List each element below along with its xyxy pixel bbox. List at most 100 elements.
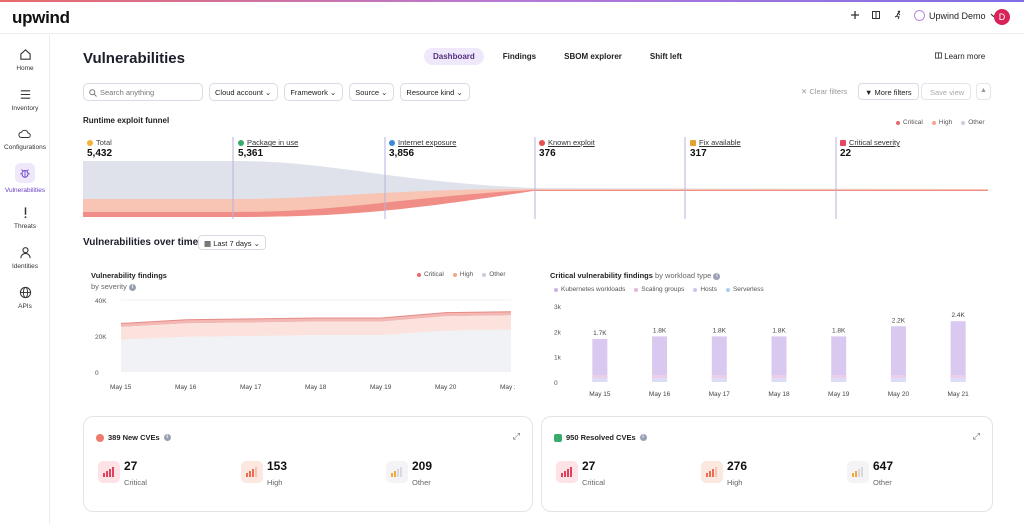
more-filters-button[interactable]: ▼ More filters (858, 83, 919, 100)
x-tick-label: May 21 (947, 391, 969, 398)
legend-other: Other (482, 271, 506, 278)
funnel-legend: Critical High Other (896, 119, 985, 126)
resolved-cves-title: 950 Resolved CVEs i (554, 433, 647, 442)
info-icon[interactable]: i (128, 283, 136, 291)
bar-hosts (592, 378, 608, 382)
user-menu[interactable]: Upwind Demo (914, 10, 997, 21)
tab-shift-left[interactable]: Shift left (649, 52, 682, 61)
time-range-select[interactable]: ▦ Last 7 days ⌄ (198, 235, 266, 250)
stage-label[interactable]: Package in use (247, 138, 299, 147)
info-icon[interactable]: i (713, 272, 721, 280)
globe-icon (389, 139, 395, 146)
x-tick-label: May 16 (649, 391, 671, 398)
bar-kubernetes (890, 326, 906, 382)
bug-icon (20, 169, 30, 178)
legend-kubernetes: Kubernetes workloads (554, 286, 625, 293)
x-tick-label: May 20 (888, 391, 910, 398)
alert-icon (24, 207, 26, 219)
x-tick-label: May 19 (828, 391, 850, 398)
critical-chart-card: Critical vulnerability findings by workl… (548, 262, 988, 400)
book-icon[interactable] (871, 10, 881, 23)
sidebar-item-home[interactable]: Home (0, 48, 50, 72)
x-tick-label: May 20 (435, 384, 457, 391)
bar-kubernetes (771, 336, 787, 382)
critical-bar-chart: 3k 2k 1k 0 1.7K May 15 1.8K May 16 1.8K May 17 1.8… (554, 304, 969, 398)
x-tick-label: May 16 (175, 384, 197, 391)
funnel-stage-critical[interactable]: Critical severity 22 (840, 138, 900, 159)
new-icon (96, 433, 104, 442)
bar-hosts (831, 378, 847, 382)
alert-icon (539, 139, 545, 146)
bar-hosts (711, 378, 727, 382)
funnel-stage-exploit[interactable]: Known exploit 376 (539, 138, 595, 159)
section-title: Vulnerabilities over time (83, 237, 199, 248)
critical-severity-icon (556, 461, 578, 483)
download-icon[interactable]: ▲ (976, 83, 991, 100)
filter-resource-kind[interactable]: Resource kind ⌄ (400, 83, 470, 101)
funnel-stage-fix[interactable]: Fix available 317 (690, 138, 741, 159)
stage-label[interactable]: Known exploit (548, 138, 595, 147)
bar-scaling-groups (771, 375, 787, 378)
tab-findings[interactable]: Findings (502, 52, 537, 61)
stage-label[interactable]: Fix available (699, 138, 741, 147)
save-view-button[interactable]: Save view (921, 83, 971, 100)
filter-source[interactable]: Source ⌄ (349, 83, 395, 101)
filter-cloud-account[interactable]: Cloud account ⌄ (209, 83, 279, 101)
clear-filters-button[interactable]: ✕ Clear filters (801, 87, 847, 96)
sidebar-label: Configurations (4, 144, 46, 151)
home-icon (19, 49, 31, 60)
info-icon[interactable]: i (163, 434, 171, 441)
filter-label: Source (355, 88, 380, 97)
sidebar-label: Home (16, 65, 34, 72)
x-tick-label: May 17 (709, 391, 731, 398)
top-bar: upwind Upwind Demo D (0, 0, 1024, 34)
new-cves-card: 389 New CVEs i ⤢ 27 Critical 153 High 209… (83, 416, 533, 512)
filter-icon: ▼ (865, 88, 873, 97)
sidebar-item-configurations[interactable]: Configurations (0, 128, 50, 151)
stage-value: 22 (840, 148, 852, 159)
funnel-stage-internet[interactable]: Internet exposure 3,856 (389, 138, 456, 159)
legend-serverless: Serverless (725, 286, 764, 293)
y-tick-label: 2k (554, 329, 562, 336)
avatar[interactable]: D (994, 9, 1010, 25)
run-icon[interactable] (893, 10, 903, 23)
stat-label: Critical (124, 478, 147, 487)
sidebar-item-vulnerabilities[interactable]: Vulnerabilities (0, 163, 50, 194)
tab-dashboard[interactable]: Dashboard (424, 48, 484, 65)
sidebar-item-apis[interactable]: APIs (0, 286, 50, 310)
learn-more-label: Learn more (944, 52, 986, 61)
sidebar-item-identities[interactable]: Identities (0, 246, 50, 270)
x-tick-label: May 15 (110, 384, 132, 391)
x-tick-label: May 15 (589, 391, 611, 398)
stat-label: High (727, 478, 743, 487)
plus-icon[interactable] (850, 10, 860, 23)
stat-value: 209 (412, 459, 433, 473)
book-icon (935, 52, 942, 59)
bar-value-label: 1.8K (653, 327, 667, 334)
stage-label[interactable]: Internet exposure (398, 138, 457, 147)
bar-value-label: 2.4K (951, 312, 965, 319)
stage-label[interactable]: Critical severity (849, 138, 900, 147)
tab-sbom-explorer[interactable]: SBOM explorer (564, 52, 622, 61)
expand-icon[interactable]: ⤢ (972, 431, 980, 441)
bar-scaling-groups (831, 375, 847, 378)
learn-more-link[interactable]: Learn more (935, 52, 985, 61)
view-tabs: Dashboard Findings SBOM explorer Shift l… (424, 48, 691, 65)
bar-scaling-groups (711, 375, 727, 378)
sidebar-item-inventory[interactable]: Inventory (0, 88, 50, 112)
funnel-stage-package[interactable]: Package in use 5,361 (238, 138, 298, 159)
critical-severity-icon (98, 461, 120, 483)
stage-label: Total (96, 138, 112, 147)
upwind-logo[interactable]: upwind (12, 8, 70, 27)
y-tick-label: 3k (554, 304, 562, 311)
expand-icon[interactable]: ⤢ (512, 431, 520, 441)
x-tick-label: May 17 (240, 384, 262, 391)
legend-other: Other (961, 119, 985, 126)
sidebar-item-threats[interactable]: Threats (0, 206, 50, 230)
filter-framework[interactable]: Framework ⌄ (284, 83, 344, 101)
findings-area-chart: 40K 20K 0 May 15 May 16 May 17 May 18 May 19 May… (95, 298, 515, 391)
severity-icon (840, 139, 846, 146)
funnel-title: Runtime exploit funnel (83, 116, 170, 125)
search-input[interactable]: Search anything (83, 83, 203, 101)
info-icon[interactable]: i (639, 434, 647, 441)
